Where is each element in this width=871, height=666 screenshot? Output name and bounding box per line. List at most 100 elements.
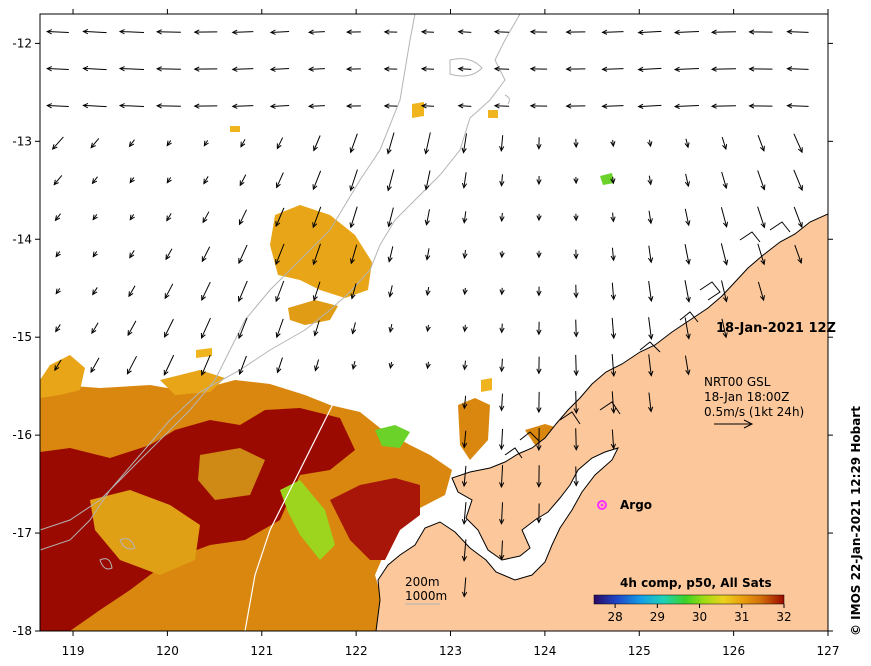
current-arrow [312,281,321,302]
current-arrow [721,171,728,190]
lat-tick-label: -14 [12,232,32,246]
isobath-200m [40,14,521,551]
sst-field-speck-1 [412,102,424,118]
current-arrow [536,175,542,186]
lon-tick-label: 127 [817,644,840,658]
sst-field [40,102,614,631]
current-arrow [710,29,736,35]
current-arrow [565,29,586,35]
current-arrow [684,138,690,149]
current-arrow [793,133,803,154]
current-arrow [710,103,736,109]
current-arrow [536,428,542,452]
current-arrow [164,318,174,338]
current-arrow [307,29,325,35]
lon-tick-label: 121 [250,644,273,658]
current-arrow [201,281,211,301]
current-arrow [647,392,654,413]
sst-field-cool-filament [280,480,335,560]
current-arrow [573,249,579,260]
current-arrow [610,247,616,262]
current-arrow [536,250,542,259]
sst-field-northwest-patch [40,355,85,398]
current-arrow [269,66,290,72]
date-label: 18-Jan-2021 12Z [716,321,836,336]
sst-colorbar: 4h comp, p50, All Sats 28 29 30 31 32 [593,576,792,624]
current-arrow [345,29,361,35]
current-arrow [610,282,616,301]
current-arrow [457,66,472,72]
current-arrow [757,243,766,266]
current-arrow [275,318,284,339]
current-arrow [424,209,430,226]
lat-tick-label: -18 [12,624,32,638]
isobath-1000m [40,14,416,531]
current-arrow [166,177,172,184]
current-arrow [499,212,505,223]
current-arrow [345,66,361,72]
current-arrow [240,139,246,148]
current-arrow [499,358,505,373]
current-arrow [673,66,699,72]
current-arrow [565,103,586,109]
isobath-legend: 200m 1000m [405,575,447,605]
current-arrow [647,139,653,148]
current-arrow [424,132,431,155]
current-arrow [307,66,325,72]
current-arrow [238,209,247,226]
current-arrow [349,133,358,154]
current-arrow [720,243,729,266]
current-arrow [757,134,765,152]
current-arrow [118,103,144,109]
current-arrow [673,103,699,109]
current-arrow [536,391,542,414]
current-arrow [757,281,765,302]
current-arrow [565,66,586,72]
current-arrow [129,214,135,221]
sst-field-speck-4 [196,348,212,358]
colorbar-ticks: 28 29 30 31 32 [607,604,792,624]
current-arrow [383,66,398,72]
current-arrow [238,244,248,265]
current-arrow [647,245,654,264]
current-arrow [166,213,172,222]
plot-frame [39,13,829,632]
current-arrow [493,103,510,109]
current-arrow [46,66,69,72]
current-arrow [493,66,510,72]
lon-tick-label: 125 [628,644,651,658]
current-arrow [129,177,135,184]
current-arrow [573,391,579,415]
current-arrow [499,174,505,187]
current-arrow [786,29,809,35]
axes: 119 120 121 122 123 124 125 126 127 -12 -13 -14 -15 -… [12,9,839,658]
current-arrow [82,66,107,72]
current-arrow [383,103,398,109]
sst-field-bay-patch [458,398,490,460]
current-arrow [314,359,320,372]
current-arrow [82,29,107,35]
current-arrow [499,502,505,525]
current-arrow [351,360,357,371]
sst-field-central-patch [160,370,225,395]
current-arrow [193,29,218,35]
current-arrow [202,211,210,224]
current-arrow [710,66,736,72]
current-arrow [536,137,542,150]
credit-text: © IMOS 22-Jan-2021 12:29 Hobart [849,406,863,636]
current-arrow [312,243,321,266]
current-arrow [239,174,247,187]
lon-tick-label: 122 [345,644,368,658]
current-arrow [573,354,579,377]
current-arrow [128,139,135,148]
current-arrow [647,210,653,225]
current-arrow [388,285,394,298]
current-arrow [350,283,357,300]
colorbar-tick-label: 29 [650,610,665,624]
current-arrow [786,66,809,72]
current-arrow [54,359,62,372]
argo-float: Argo [597,498,652,512]
current-arrow [793,169,803,192]
current-arrow [313,320,320,337]
current-arrow [54,213,61,222]
